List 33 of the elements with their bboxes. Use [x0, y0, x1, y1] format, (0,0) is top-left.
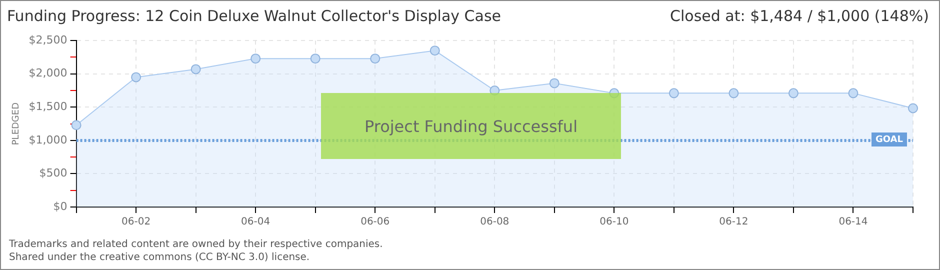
y-tick-label: $2,000 [28, 66, 68, 80]
y-tick-label: $1,500 [28, 100, 68, 114]
y-axis-title: PLEDGED [12, 102, 22, 146]
y-tick-label: $500 [39, 166, 68, 180]
chart-title: Funding Progress: 12 Coin Deluxe Walnut Collector's Display Case [7, 7, 502, 25]
point [370, 54, 380, 64]
x-tick-label: 06-04 [241, 216, 270, 228]
point [668, 88, 679, 98]
point [71, 120, 82, 130]
x-tick-label: 06-08 [480, 216, 510, 228]
text: Trademarks and related content are owned by their respective companies. [9, 238, 383, 251]
y-tick-label: $1,000 [28, 133, 68, 146]
y-tick-label: $0 [53, 200, 68, 213]
success-banner: Project Funding Successful [321, 93, 621, 159]
x-tick-label: 06-02 [122, 216, 151, 228]
ref-line-label: GOAL [876, 134, 904, 145]
point [190, 64, 201, 74]
point [250, 54, 261, 64]
x-tick-label: 06-14 [838, 216, 868, 228]
x-tick-label: 06-12 [719, 216, 748, 228]
point [131, 72, 142, 82]
text: Shared under the creative commons (CC BY-NC 3.0) license. [9, 251, 311, 264]
point [430, 46, 440, 56]
point [908, 103, 918, 114]
point [728, 88, 739, 98]
point [549, 78, 560, 88]
point [310, 54, 320, 64]
chart-subtitle: Closed at: $1,484 / $1,000 (148%) [670, 7, 929, 25]
y-tick-label: $2,500 [28, 33, 68, 46]
point [848, 88, 858, 98]
x-tick-label: 06-06 [360, 216, 390, 228]
point [788, 88, 798, 98]
x-tick-label: 06-10 [600, 216, 629, 228]
